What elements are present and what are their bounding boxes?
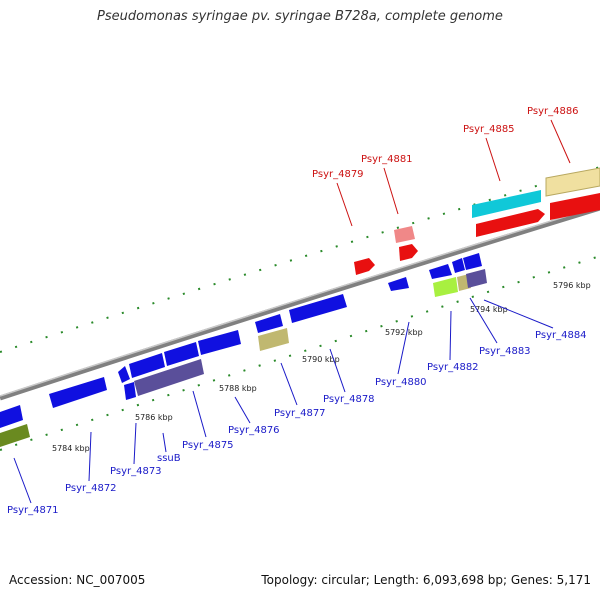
kbp-tick: 5796 kbp xyxy=(553,281,591,290)
gene-psyr-4883-blue[interactable] xyxy=(452,258,465,273)
forward-dotted-track xyxy=(0,166,600,353)
gene-psyr-4875[interactable] xyxy=(134,359,204,396)
gene-psyr-4872[interactable] xyxy=(49,377,107,408)
reverse-features xyxy=(0,253,487,447)
gene-label[interactable]: Psyr_4873 xyxy=(110,466,162,477)
gene-psyr-4876[interactable] xyxy=(164,342,199,366)
gene-label[interactable]: Psyr_4886 xyxy=(527,106,579,117)
gene-psyr-4879[interactable] xyxy=(354,258,375,275)
accession-label: Accession: NC_007005 xyxy=(9,573,146,587)
gene-psyr-4871-olive[interactable] xyxy=(0,424,30,447)
gene-label[interactable]: Psyr_4878 xyxy=(323,394,375,405)
kbp-tick: 5790 kbp xyxy=(302,355,340,364)
forward-features xyxy=(354,167,600,275)
gene-psyr-4885-shadow[interactable] xyxy=(472,190,541,218)
gene-label[interactable]: Psyr_4879 xyxy=(312,169,364,180)
gene-psyr-4878-blue[interactable] xyxy=(255,314,283,333)
gene-label[interactable]: Psyr_4871 xyxy=(7,505,59,516)
gene-psyr-4881-shadow[interactable] xyxy=(394,226,415,243)
gene-psyr-4882[interactable] xyxy=(433,277,458,297)
gene-psyr-4884-blue[interactable] xyxy=(463,253,482,270)
gene-label[interactable]: Psyr_4876 xyxy=(228,425,280,436)
leader-lines xyxy=(13,119,571,504)
gene-psyr-4877[interactable] xyxy=(258,328,289,351)
gene-psyr-4880[interactable] xyxy=(388,277,409,291)
kbp-tick: 5794 kbp xyxy=(470,305,508,314)
gene-psyr-4873-small[interactable] xyxy=(118,366,130,383)
gene-label[interactable]: Psyr_4884 xyxy=(535,330,587,341)
kbp-ticks: 5784 kbp 5786 kbp 5788 kbp 5790 kbp 5792… xyxy=(52,281,591,453)
kbp-tick: 5786 kbp xyxy=(135,413,173,422)
reverse-labels: Psyr_4871 Psyr_4872 Psyr_4873 ssuB Psyr_… xyxy=(7,330,587,516)
gene-label[interactable]: Psyr_4872 xyxy=(65,483,117,494)
gene-psyr-4882-blue[interactable] xyxy=(429,264,452,279)
gene-label[interactable]: Psyr_4880 xyxy=(375,377,427,388)
gene-label[interactable]: Psyr_4882 xyxy=(427,362,479,373)
gene-psyr-4877-blue[interactable] xyxy=(198,330,241,355)
genome-title: Pseudomonas syringae pv. syringae B728a,… xyxy=(97,9,503,24)
gene-psyr-4878[interactable] xyxy=(289,294,347,323)
gene-psyr-4873-cap[interactable] xyxy=(124,382,136,400)
kbp-tick: 5784 kbp xyxy=(52,444,90,453)
gene-label[interactable]: Psyr_4881 xyxy=(361,154,413,165)
gene-label[interactable]: Psyr_4883 xyxy=(479,346,531,357)
kbp-tick: 5788 kbp xyxy=(219,384,257,393)
gene-psyr-4886[interactable] xyxy=(550,193,600,220)
genome-backbone xyxy=(0,205,600,401)
gene-label[interactable]: ssuB xyxy=(157,453,181,464)
gene-ssub[interactable] xyxy=(129,353,165,378)
gene-psyr-4881[interactable] xyxy=(399,244,418,261)
gene-psyr-4871-bar[interactable] xyxy=(0,405,23,428)
gene-label[interactable]: Psyr_4875 xyxy=(182,440,234,451)
gene-label[interactable]: Psyr_4877 xyxy=(274,408,326,419)
gene-psyr-4884[interactable] xyxy=(466,269,487,288)
kbp-tick: 5792 kbp xyxy=(385,328,423,337)
gene-label[interactable]: Psyr_4885 xyxy=(463,124,515,135)
forward-labels: Psyr_4879 Psyr_4881 Psyr_4885 Psyr_4886 xyxy=(312,106,579,180)
gene-psyr-4886-shadow[interactable] xyxy=(545,167,600,197)
genome-stats: Topology: circular; Length: 6,093,698 bp… xyxy=(261,573,591,587)
gene-psyr-4885[interactable] xyxy=(476,209,545,237)
